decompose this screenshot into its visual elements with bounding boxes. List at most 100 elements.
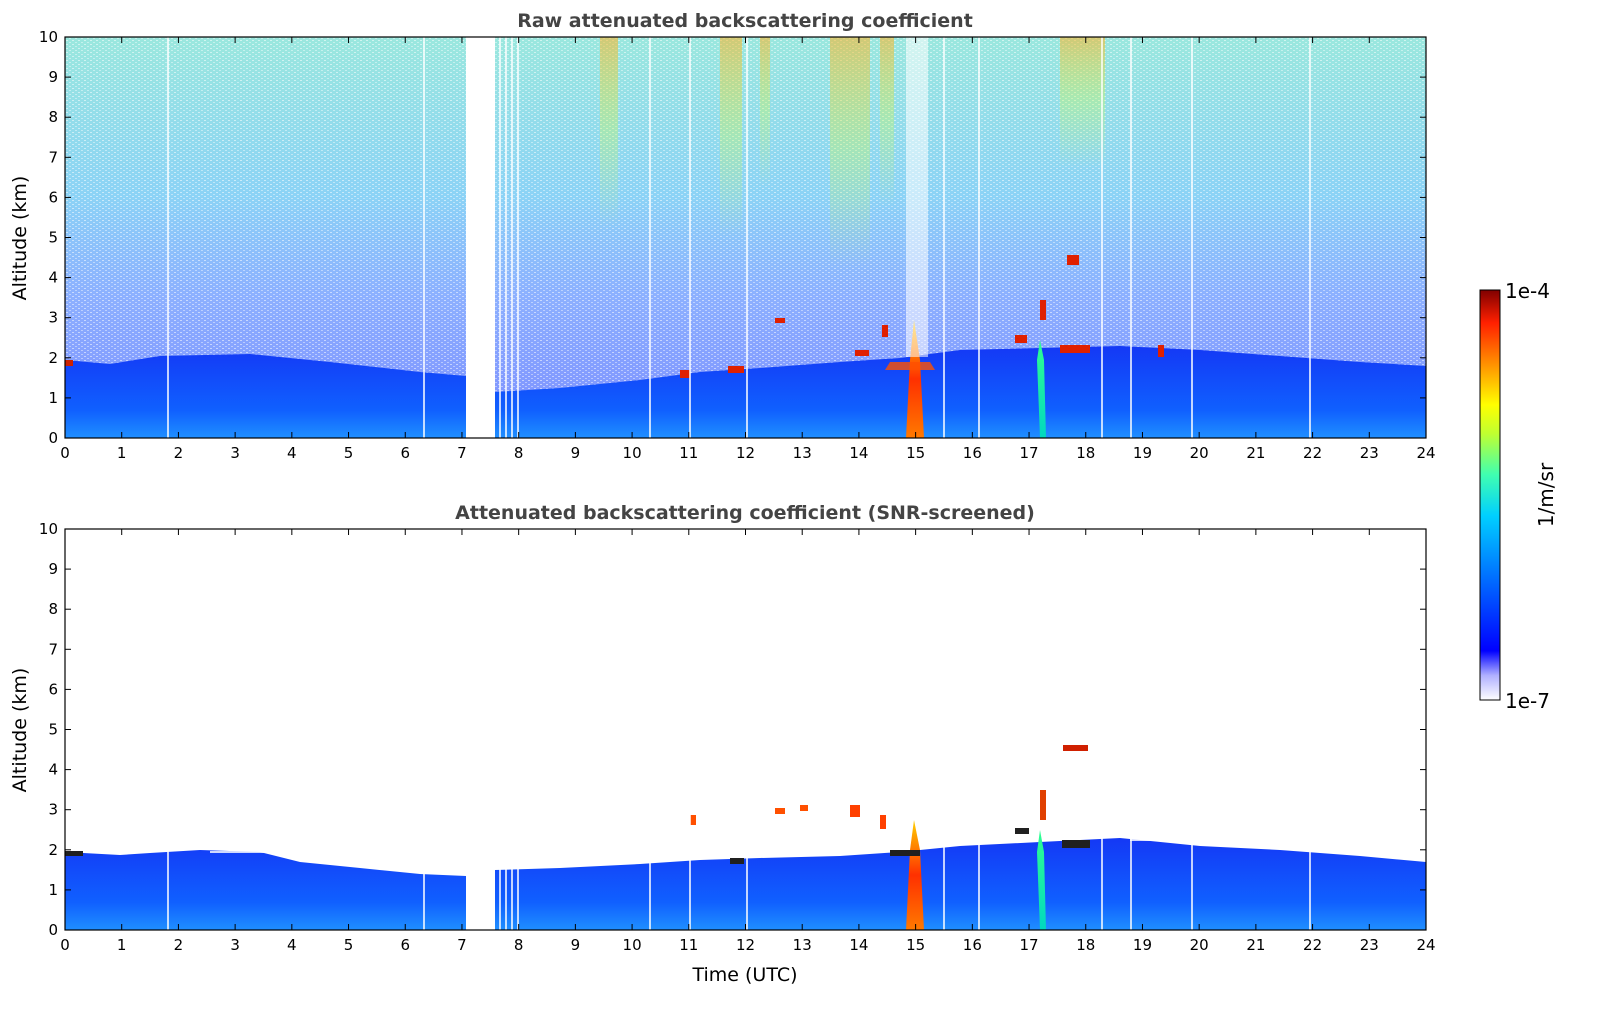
ytick-label: 1	[48, 881, 58, 899]
xtick-label: 6	[400, 936, 410, 954]
xtick-label: 4	[287, 936, 297, 954]
xtick-label: 2	[174, 444, 184, 462]
ytick-label: 7	[48, 640, 58, 658]
dropout-lines-raw	[167, 37, 1311, 438]
xlabel-time: Time (UTC)	[691, 964, 797, 986]
boundary-layer-raw	[65, 346, 1426, 438]
xtick-label: 6	[400, 444, 410, 462]
xtick-label: 16	[963, 936, 982, 954]
xtick-label: 11	[679, 444, 698, 462]
panel-screened: Attenuated backscattering coefficient (S…	[9, 502, 1436, 986]
xtick-label: 24	[1416, 936, 1435, 954]
xtick-label: 14	[849, 444, 868, 462]
xtick-label: 14	[849, 936, 868, 954]
ytick-label: 4	[48, 761, 58, 779]
xtick-label: 10	[623, 444, 642, 462]
heatmap-screened	[65, 529, 1426, 930]
xtick-label: 15	[906, 444, 925, 462]
ytick-label: 3	[48, 309, 58, 327]
xtick-label: 3	[230, 936, 240, 954]
y-axis-raw: 0 1 2 3 4 5 6 7 8 9 10	[39, 28, 1426, 447]
x-axis-raw: 0 1 2 3 4 5 6 7 8 9 10 11 12 13 14 15 16 17 18 19 20 21 22 23 24	[60, 37, 1436, 462]
ylabel-screened: Altitude (km)	[9, 668, 31, 793]
xtick-label: 12	[736, 936, 755, 954]
ytick-label: 1	[48, 389, 58, 407]
xtick-label: 22	[1303, 444, 1322, 462]
xtick-label: 17	[1019, 444, 1038, 462]
colorbar: 1e-4 1e-7 1/m/sr	[1479, 279, 1558, 713]
xtick-label: 15	[906, 936, 925, 954]
xtick-label: 24	[1416, 444, 1435, 462]
colorbar-gradient	[1479, 289, 1501, 701]
ytick-label: 8	[48, 108, 58, 126]
data-gap	[466, 37, 495, 438]
xtick-label: 4	[287, 444, 297, 462]
ytick-label: 6	[48, 188, 58, 206]
colorbar-min-label: 1e-7	[1505, 689, 1550, 713]
xtick-label: 23	[1360, 444, 1379, 462]
xtick-label: 3	[230, 444, 240, 462]
ytick-label: 10	[39, 520, 58, 538]
ytick-label: 7	[48, 148, 58, 166]
plume-15utc-screened	[906, 820, 924, 930]
xtick-label: 12	[736, 444, 755, 462]
ytick-label: 6	[48, 680, 58, 698]
xtick-label: 16	[963, 444, 982, 462]
ylabel-raw: Altitude (km)	[9, 176, 31, 301]
xtick-label: 19	[1133, 936, 1152, 954]
cloud-elements-screened	[690, 745, 1090, 864]
xtick-label: 1	[117, 444, 127, 462]
xtick-label: 18	[1076, 936, 1095, 954]
data-gap-screened	[466, 529, 495, 930]
boundary-layer-screened	[65, 838, 1426, 930]
plume-17utc-screened	[1037, 830, 1046, 930]
xtick-label: 0	[60, 444, 70, 462]
colorbar-max-label: 1e-4	[1505, 279, 1550, 303]
xtick-label: 7	[457, 936, 467, 954]
xtick-label: 17	[1019, 936, 1038, 954]
ytick-label: 9	[48, 68, 58, 86]
xtick-label: 9	[571, 444, 581, 462]
xtick-label: 19	[1133, 444, 1152, 462]
ytick-label: 8	[48, 600, 58, 618]
ytick-label: 2	[48, 349, 58, 367]
xtick-label: 18	[1076, 444, 1095, 462]
ytick-label: 0	[48, 921, 58, 939]
ytick-label: 9	[48, 560, 58, 578]
plume-17utc	[1037, 340, 1046, 438]
warm-streaks	[600, 37, 1105, 267]
ytick-label: 0	[48, 429, 58, 447]
ytick-label: 3	[48, 801, 58, 819]
xtick-label: 21	[1246, 444, 1265, 462]
xtick-label: 22	[1303, 936, 1322, 954]
xtick-label: 10	[623, 936, 642, 954]
xtick-label: 0	[60, 936, 70, 954]
title-screened: Attenuated backscattering coefficient (S…	[455, 502, 1035, 524]
dropout-lines-screened	[167, 529, 1311, 930]
xtick-label: 11	[679, 936, 698, 954]
title-raw: Raw attenuated backscattering coefficien…	[517, 10, 973, 32]
ytick-label: 5	[48, 721, 58, 739]
colorbar-unit-label: 1/m/sr	[1534, 462, 1558, 527]
panel-raw: Raw attenuated backscattering coefficien…	[9, 10, 1436, 462]
xtick-label: 21	[1246, 936, 1265, 954]
xtick-label: 23	[1360, 936, 1379, 954]
xtick-label: 20	[1190, 444, 1209, 462]
xtick-label: 20	[1190, 936, 1209, 954]
xtick-label: 2	[174, 936, 184, 954]
xtick-label: 8	[514, 444, 524, 462]
xtick-label: 5	[344, 936, 354, 954]
cloud-elements-raw	[680, 255, 1164, 378]
xtick-label: 7	[457, 444, 467, 462]
plume-15utc	[906, 320, 924, 438]
ytick-label: 4	[48, 269, 58, 287]
ytick-label: 2	[48, 841, 58, 859]
heatmap-raw	[65, 37, 1426, 438]
y-axis-screened: 0 1 2 3 4 5 6 7 8 9 10	[39, 520, 1426, 939]
xtick-label: 8	[514, 936, 524, 954]
xtick-label: 1	[117, 936, 127, 954]
ytick-label: 10	[39, 28, 58, 46]
xtick-label: 13	[793, 444, 812, 462]
xtick-label: 9	[571, 936, 581, 954]
